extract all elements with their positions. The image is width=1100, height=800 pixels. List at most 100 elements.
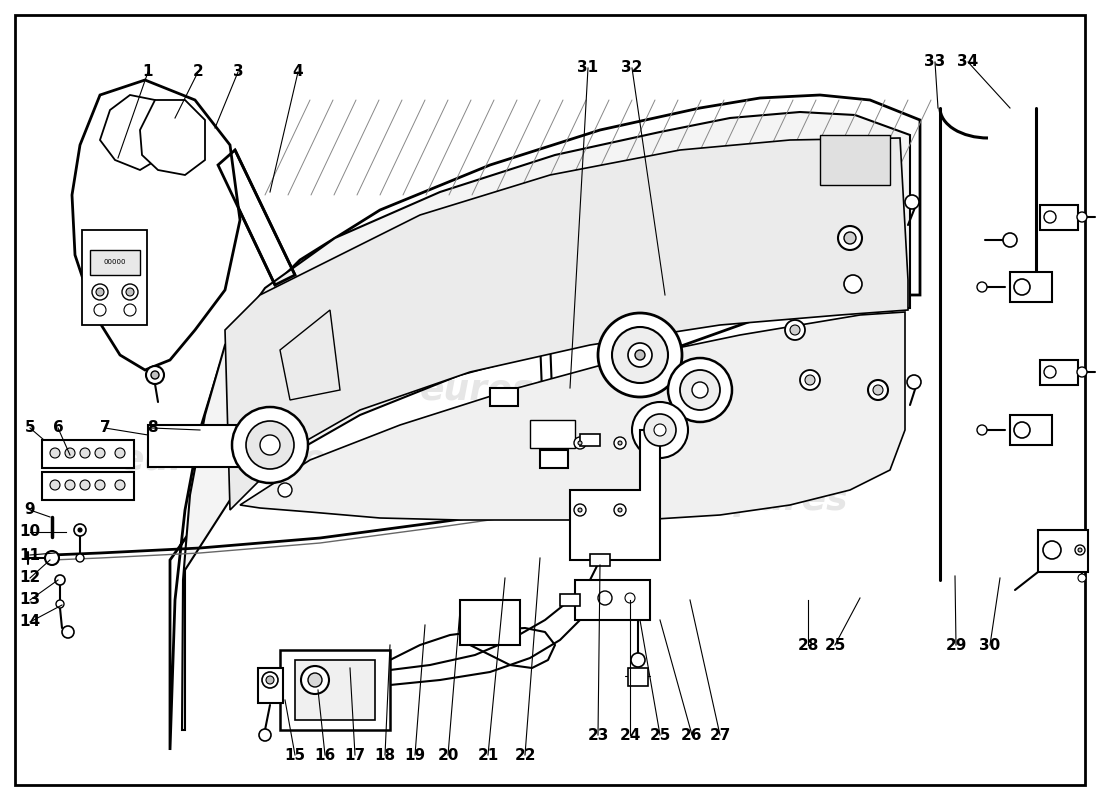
- Circle shape: [977, 282, 987, 292]
- Circle shape: [266, 676, 274, 684]
- Bar: [1040, 360, 1078, 385]
- Circle shape: [50, 448, 60, 458]
- Text: 25: 25: [824, 638, 846, 653]
- Circle shape: [78, 528, 82, 532]
- Circle shape: [278, 483, 292, 497]
- Circle shape: [96, 288, 104, 296]
- Circle shape: [301, 666, 329, 694]
- Text: 19: 19: [405, 747, 426, 762]
- Circle shape: [55, 575, 65, 585]
- Circle shape: [844, 275, 862, 293]
- Circle shape: [805, 375, 815, 385]
- Text: 1: 1: [143, 65, 153, 79]
- Text: 33: 33: [924, 54, 946, 70]
- Circle shape: [56, 600, 64, 608]
- Circle shape: [680, 370, 720, 410]
- Circle shape: [50, 480, 60, 490]
- Bar: [1010, 272, 1052, 302]
- Bar: [1038, 530, 1088, 572]
- Circle shape: [124, 304, 136, 316]
- Circle shape: [785, 320, 805, 340]
- Circle shape: [126, 288, 134, 296]
- Circle shape: [80, 480, 90, 490]
- Circle shape: [122, 284, 138, 300]
- Bar: [1040, 205, 1078, 230]
- Bar: [295, 660, 375, 720]
- Circle shape: [598, 313, 682, 397]
- Circle shape: [618, 441, 621, 445]
- Text: 26: 26: [681, 727, 703, 742]
- Bar: [575, 580, 650, 620]
- Polygon shape: [226, 138, 908, 510]
- Circle shape: [614, 504, 626, 516]
- Circle shape: [92, 284, 108, 300]
- Circle shape: [65, 480, 75, 490]
- Text: 18: 18: [374, 747, 396, 762]
- Circle shape: [908, 375, 921, 389]
- Circle shape: [1003, 233, 1018, 247]
- Circle shape: [800, 370, 820, 390]
- Circle shape: [1078, 548, 1082, 552]
- Text: 31: 31: [578, 61, 598, 75]
- Circle shape: [574, 437, 586, 449]
- Bar: [530, 420, 575, 448]
- Text: 10: 10: [20, 525, 41, 539]
- Bar: [560, 594, 580, 606]
- Circle shape: [578, 441, 582, 445]
- Text: eurospares: eurospares: [420, 373, 649, 407]
- Circle shape: [74, 524, 86, 536]
- Bar: [42, 440, 134, 468]
- Circle shape: [94, 304, 106, 316]
- Text: 6: 6: [53, 421, 64, 435]
- Bar: [590, 554, 610, 566]
- Text: 9: 9: [24, 502, 35, 518]
- Text: 17: 17: [344, 747, 365, 762]
- Text: 25: 25: [649, 727, 671, 742]
- Circle shape: [654, 424, 666, 436]
- Bar: [580, 434, 600, 446]
- Circle shape: [838, 226, 862, 250]
- Text: 24: 24: [619, 727, 640, 742]
- Circle shape: [844, 232, 856, 244]
- Circle shape: [1078, 574, 1086, 582]
- Circle shape: [1014, 279, 1030, 295]
- Circle shape: [95, 480, 104, 490]
- Circle shape: [95, 448, 104, 458]
- Text: 14: 14: [20, 614, 41, 630]
- Text: 22: 22: [515, 747, 536, 762]
- Polygon shape: [240, 312, 905, 520]
- Circle shape: [1043, 541, 1062, 559]
- Text: 32: 32: [621, 61, 642, 75]
- Circle shape: [1044, 211, 1056, 223]
- Text: 2: 2: [192, 65, 204, 79]
- Circle shape: [977, 425, 987, 435]
- Text: 28: 28: [798, 638, 818, 653]
- Text: 13: 13: [20, 593, 41, 607]
- Circle shape: [1077, 367, 1087, 377]
- Circle shape: [625, 593, 635, 603]
- Bar: [628, 668, 648, 686]
- Circle shape: [618, 508, 621, 512]
- Text: 34: 34: [957, 54, 979, 70]
- Circle shape: [1014, 422, 1030, 438]
- Circle shape: [146, 366, 164, 384]
- Polygon shape: [182, 112, 910, 730]
- Bar: [490, 388, 518, 406]
- Bar: [820, 135, 890, 185]
- Circle shape: [612, 327, 668, 383]
- Text: 11: 11: [20, 547, 41, 562]
- Circle shape: [246, 421, 294, 469]
- Bar: [82, 230, 147, 325]
- Circle shape: [873, 385, 883, 395]
- Circle shape: [668, 358, 732, 422]
- Text: 21: 21: [477, 747, 498, 762]
- Circle shape: [116, 448, 125, 458]
- Polygon shape: [72, 80, 240, 370]
- Circle shape: [631, 653, 645, 667]
- Circle shape: [614, 437, 626, 449]
- Circle shape: [574, 504, 586, 516]
- Bar: [460, 600, 520, 645]
- Circle shape: [308, 673, 322, 687]
- Circle shape: [635, 350, 645, 360]
- Circle shape: [262, 672, 278, 688]
